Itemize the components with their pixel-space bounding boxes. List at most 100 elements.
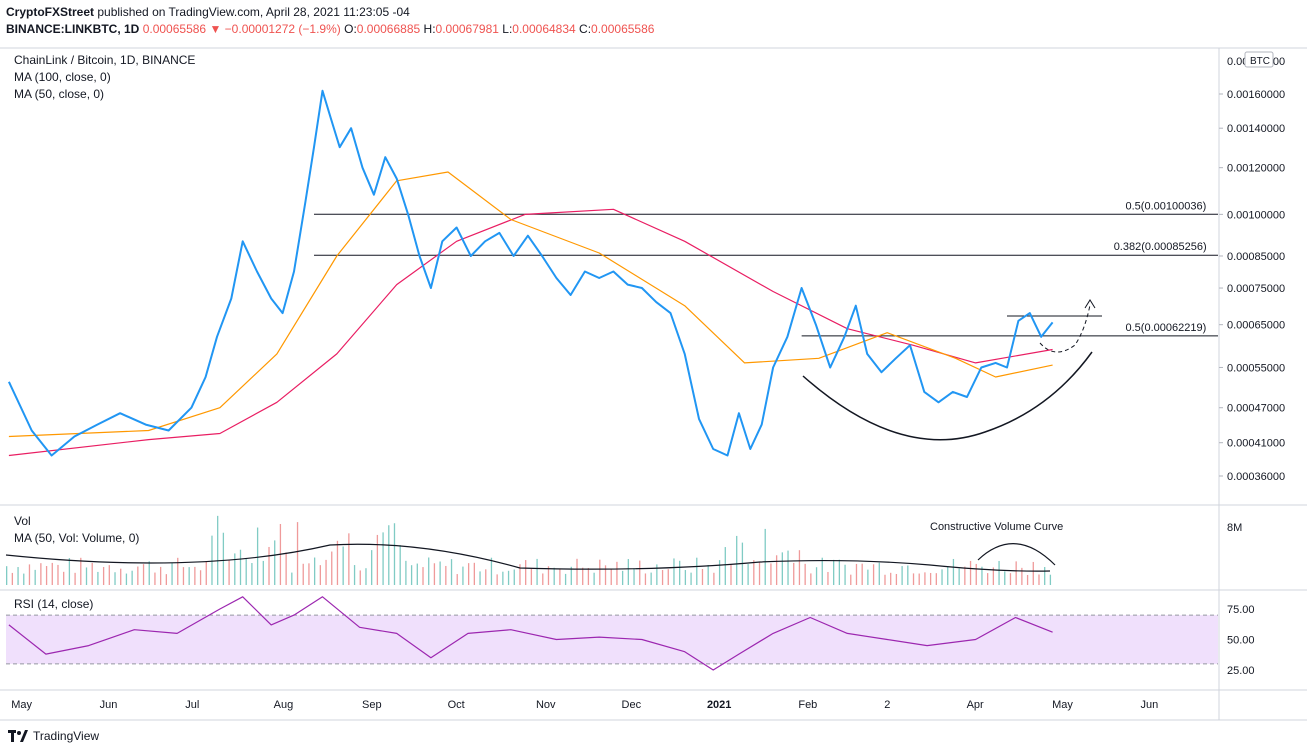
volume-bar <box>998 560 1000 585</box>
volume-bar <box>633 568 635 585</box>
volume-bar <box>798 550 801 585</box>
volume-bar <box>907 565 909 585</box>
volume-bar <box>1044 567 1046 585</box>
volume-bar <box>507 570 510 585</box>
volume-ma-line <box>5 543 1051 572</box>
volume-bar <box>770 563 772 585</box>
volume-bar <box>804 563 806 585</box>
fib-level-label: 0.382(0.00085256) <box>1114 241 1207 253</box>
volume-bar <box>901 566 903 585</box>
volume-bar <box>177 557 179 585</box>
volume-bar <box>958 568 960 585</box>
ma100-line <box>8 208 1053 457</box>
volume-bar <box>1004 571 1006 585</box>
volume-bar <box>542 573 544 585</box>
time-tick-label: Sep <box>362 699 382 711</box>
volume-bar <box>627 559 629 585</box>
volume-bar <box>781 552 783 585</box>
volume-bar <box>827 571 829 585</box>
volume-bar <box>952 558 955 585</box>
volume-bar <box>513 569 515 585</box>
volume-bar <box>97 571 99 585</box>
volume-bar <box>713 572 715 585</box>
volume-bar <box>422 567 424 585</box>
volume-bar <box>964 566 966 585</box>
volume-bar <box>137 566 139 585</box>
time-tick-label: Jun <box>100 699 118 711</box>
volume-bar <box>844 564 846 585</box>
volume-bar <box>924 572 926 585</box>
time-tick-label: Dec <box>622 699 642 711</box>
volume-bar <box>724 547 726 585</box>
volume-bar <box>45 566 48 585</box>
volume-bar <box>850 574 852 585</box>
volume-bar <box>587 567 590 585</box>
time-tick-label: Aug <box>274 699 294 711</box>
volume-bar <box>228 560 230 585</box>
volume-bar <box>485 569 487 585</box>
volume-bar <box>912 573 915 585</box>
volume-bar <box>120 568 122 585</box>
time-tick-label: May <box>11 699 32 711</box>
volume-bar <box>775 555 778 585</box>
volume-bar <box>125 573 128 585</box>
volume-bar <box>918 573 920 585</box>
volume-bar <box>342 546 344 585</box>
volume-bar <box>348 533 350 585</box>
volume-bar <box>393 523 396 585</box>
volume-bar <box>450 559 453 585</box>
rsi-tick-label: 25.00 <box>1227 665 1255 677</box>
volume-bar <box>114 572 116 585</box>
volume-bar <box>376 534 379 585</box>
volume-bar <box>753 560 755 585</box>
volume-bar <box>787 550 789 585</box>
volume-bar <box>416 563 418 585</box>
volume-bar <box>969 560 972 585</box>
volume-bar <box>684 570 687 585</box>
volume-bar <box>696 557 698 585</box>
currency-badge-label: BTC <box>1250 56 1270 67</box>
volume-bar <box>68 558 71 585</box>
volume-bar <box>1032 561 1034 585</box>
volume-bar <box>947 566 949 585</box>
volume-bar <box>604 565 607 585</box>
volume-bar <box>570 566 572 585</box>
volume-bar <box>599 559 601 585</box>
volume-bar <box>85 567 88 585</box>
volume-bar <box>884 574 886 585</box>
volume-bar <box>1038 574 1040 585</box>
volume-bar <box>291 572 293 585</box>
volume-bar <box>399 545 401 585</box>
volume-bar <box>23 573 25 585</box>
volume-bar <box>353 565 356 585</box>
volume-bar <box>74 572 76 585</box>
tradingview-footer[interactable]: TradingView <box>8 729 99 743</box>
volume-bar <box>650 572 652 585</box>
volume-bar <box>559 569 561 585</box>
volume-bar <box>576 558 578 585</box>
volume-bar <box>621 570 624 585</box>
volume-bar <box>456 574 458 585</box>
volume-bar <box>245 558 247 585</box>
volume-bar <box>445 565 447 585</box>
currency-badge <box>1244 51 1274 68</box>
volume-bar <box>707 564 709 585</box>
price-line <box>7 89 1054 457</box>
down-arrow-icon: ▼ <box>209 22 222 36</box>
volume-bar <box>388 525 390 585</box>
high-label: H: <box>423 22 436 36</box>
volume-bar <box>142 564 145 585</box>
time-tick-label: Jul <box>185 699 199 711</box>
volume-bar <box>131 570 133 585</box>
price-tick-label: 0.00160000 <box>1227 89 1285 101</box>
volume-bar <box>51 562 53 585</box>
volume-bar <box>336 540 339 585</box>
publisher-name: CryptoFXStreet <box>6 5 95 19</box>
time-tick-label: Feb <box>798 699 817 711</box>
volume-bar <box>405 560 407 585</box>
volume-bar <box>296 522 299 585</box>
volume-bar <box>40 563 42 585</box>
volume-bar <box>285 552 287 585</box>
price-tick-label: 0.00047000 <box>1227 403 1285 415</box>
